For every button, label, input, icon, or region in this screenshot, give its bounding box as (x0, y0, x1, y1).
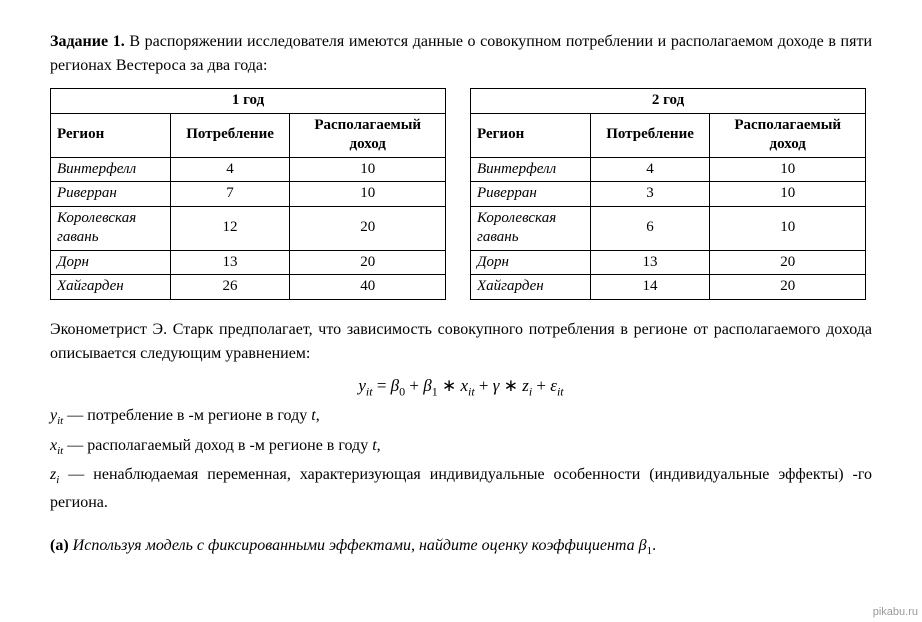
cell-income: 20 (710, 250, 866, 275)
eq-b1: β (423, 376, 431, 395)
vardef-z: zi — ненаблюдаемая переменная, характери… (50, 462, 872, 515)
table-row: Хайгарден 26 40 (51, 275, 446, 300)
task-label: Задание 1. (50, 33, 125, 50)
eq-y-sub: it (366, 384, 373, 398)
cell-consumption: 7 (170, 182, 290, 207)
cell-region: Хайгарден (471, 275, 591, 300)
table-year2-col-consumption: Потребление (590, 113, 710, 157)
table-year2-title: 2 год (471, 89, 866, 114)
eq-z: z (522, 376, 529, 395)
table-row: Винтерфелл 4 10 (471, 157, 866, 182)
table-year1-col-income: Располагаемый доход (290, 113, 446, 157)
cell-region: Королевская гавань (471, 206, 591, 250)
table-row: Винтерфелл 4 10 (51, 157, 446, 182)
cell-consumption: 13 (590, 250, 710, 275)
table-year1: 1 год Регион Потребление Располагаемый д… (50, 88, 446, 300)
cell-region: Риверран (471, 182, 591, 207)
eq-eps: ε (550, 376, 557, 395)
task-intro: Задание 1. В распоряжении исследователя … (50, 30, 872, 78)
eq-eq: = (373, 376, 391, 395)
table-year2: 2 год Регион Потребление Располагаемый д… (470, 88, 866, 300)
table-year1-col-region: Регион (51, 113, 171, 157)
vardef-z-text: ненаблюдаемая переменная, характеризующа… (50, 466, 872, 511)
vardef-x-text: располагаемый доход в -м регионе в году (87, 437, 372, 454)
eq-mul2: ∗ (499, 376, 522, 395)
cell-consumption: 14 (590, 275, 710, 300)
cell-income: 20 (290, 206, 446, 250)
part-a-label: (а) (50, 537, 69, 554)
vardef-y-comma: , (316, 407, 320, 424)
cell-region: Риверран (51, 182, 171, 207)
table-row: Дорн 13 20 (51, 250, 446, 275)
cell-income: 10 (290, 182, 446, 207)
cell-income: 20 (290, 250, 446, 275)
eq-y: y (358, 376, 366, 395)
vardef-y-text: потребление в -м регионе в году (87, 407, 311, 424)
table-row: Риверран 7 10 (51, 182, 446, 207)
cell-region: Дорн (471, 250, 591, 275)
cell-consumption: 12 (170, 206, 290, 250)
table-row: Риверран 3 10 (471, 182, 866, 207)
eq-mul1: ∗ (438, 376, 461, 395)
vardef-z-dash: — (59, 466, 93, 483)
table-row: Дорн 13 20 (471, 250, 866, 275)
eq-x-sub: it (468, 384, 475, 398)
eq-plus2: + (475, 376, 493, 395)
table-row: Королевская гавань 6 10 (471, 206, 866, 250)
table-row: Хайгарден 14 20 (471, 275, 866, 300)
equation: yit = β0 + β1 ∗ xit + γ ∗ zi + εit (50, 376, 872, 399)
cell-region: Хайгарден (51, 275, 171, 300)
cell-income: 20 (710, 275, 866, 300)
cell-consumption: 4 (170, 157, 290, 182)
table-year1-title: 1 год (51, 89, 446, 114)
tables-container: 1 год Регион Потребление Располагаемый д… (50, 88, 872, 300)
cell-region: Винтерфелл (51, 157, 171, 182)
cell-consumption: 6 (590, 206, 710, 250)
table-year2-col-region: Регион (471, 113, 591, 157)
eq-b0: β (391, 376, 399, 395)
watermark: pikabu.ru (873, 606, 918, 618)
cell-region: Винтерфелл (471, 157, 591, 182)
eq-plus1: + (405, 376, 423, 395)
task-intro-text: В распоряжении исследователя имеются дан… (50, 33, 872, 74)
part-a-text: Используя модель с фиксированными эффект… (69, 537, 639, 554)
vardef-y: yit — потребление в -м регионе в году t, (50, 403, 872, 431)
eq-plus3: + (532, 376, 550, 395)
table-row: Королевская гавань 12 20 (51, 206, 446, 250)
eq-eps-sub: it (557, 384, 564, 398)
part-a-period: . (652, 537, 656, 554)
cell-consumption: 13 (170, 250, 290, 275)
cell-consumption: 26 (170, 275, 290, 300)
cell-consumption: 3 (590, 182, 710, 207)
vardef-x: xit — располагаемый доход в -м регионе в… (50, 433, 872, 461)
table-year2-col-income: Располагаемый доход (710, 113, 866, 157)
vardef-x-comma: , (377, 437, 381, 454)
vardef-y-dash: — (63, 407, 87, 424)
cell-income: 40 (290, 275, 446, 300)
part-a: (а) Используя модель с фиксированными эф… (50, 534, 872, 560)
cell-income: 10 (290, 157, 446, 182)
model-intro: Эконометрист Э. Старк предполагает, что … (50, 318, 872, 366)
part-a-b1: β (639, 537, 647, 554)
cell-consumption: 4 (590, 157, 710, 182)
cell-region: Дорн (51, 250, 171, 275)
vardef-x-dash: — (63, 437, 87, 454)
cell-income: 10 (710, 157, 866, 182)
cell-income: 10 (710, 206, 866, 250)
cell-income: 10 (710, 182, 866, 207)
eq-x: x (460, 376, 468, 395)
cell-region: Королевская гавань (51, 206, 171, 250)
table-year1-col-consumption: Потребление (170, 113, 290, 157)
